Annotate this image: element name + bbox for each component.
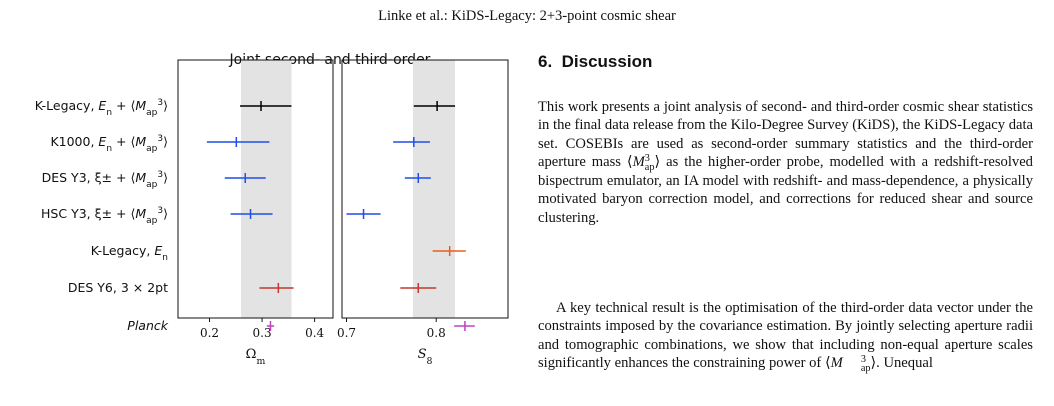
x-tick-label: 0.2 (200, 326, 219, 340)
reference-band (412, 60, 456, 318)
running-header: Linke et al.: KiDS-Legacy: 2+3-point cos… (378, 8, 676, 24)
panel-omega-m: 0.2 0.3 0.4 Ωm (177, 59, 334, 367)
row-label: DES Y6, 3 × 2pt (68, 280, 168, 295)
math-aperture-mass: ⟨M 3 ap ⟩ (626, 152, 661, 173)
row-label: K-Legacy, En + ⟨Map3⟩ (35, 98, 168, 118)
row-label: K1000, En + ⟨Map3⟩ (50, 134, 168, 154)
row-label: DES Y3, ξ± + ⟨Map3⟩ (42, 170, 168, 190)
paragraph-1: This work presents a joint analysis of s… (538, 99, 1033, 226)
row-label: Planck (127, 318, 168, 333)
row-label: K-Legacy, En (91, 243, 168, 263)
paragraph-2: A key technical result is the optimisati… (538, 300, 1033, 374)
math-aperture-mass: ⟨M 3 ap ⟩ (824, 353, 877, 374)
x-tick-label: 0.8 (427, 326, 446, 340)
row-label: HSC Y3, ξ± + ⟨Map3⟩ (41, 206, 168, 226)
forest-plot-figure: Joint second- and third-order K-Legacy, … (35, 52, 509, 367)
panel-frame (177, 59, 334, 319)
panel-frame (341, 59, 509, 319)
x-tick-label: 0.7 (337, 326, 356, 340)
x-tick-label: 0.4 (305, 326, 324, 340)
panel-s8: 0.7 0.8 S8 (337, 59, 509, 367)
reference-band (241, 60, 292, 318)
x-tick-label: 0.3 (253, 326, 272, 340)
x-axis-label: S8 (418, 347, 433, 367)
row-labels: K-Legacy, En + ⟨Map3⟩ K1000, En + ⟨Map3⟩ D… (35, 98, 169, 333)
x-axis-label: Ωm (246, 347, 266, 367)
section-heading: 6. Discussion (538, 52, 652, 72)
section-title: Discussion (561, 52, 653, 71)
section-number: 6. (538, 52, 553, 71)
